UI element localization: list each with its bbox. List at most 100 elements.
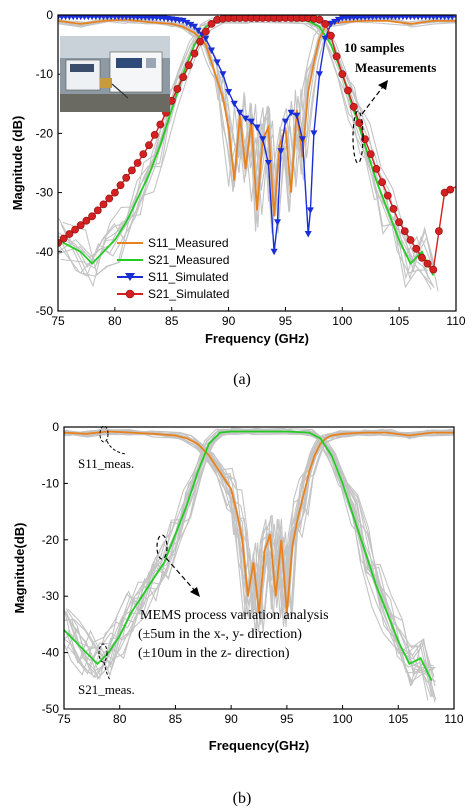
chart-a-ylabel: Magnitude (dB)	[10, 116, 25, 211]
data-point	[105, 194, 114, 203]
data-point	[108, 15, 114, 21]
data-point	[58, 15, 61, 21]
annotation-a-line2: Measurements	[355, 60, 436, 75]
x-tick-label: 100	[333, 712, 353, 726]
data-point	[426, 15, 433, 21]
data-point	[100, 15, 107, 21]
y-tick-label: 0	[46, 8, 53, 22]
data-point	[219, 71, 227, 78]
y-tick-label: -50	[42, 702, 60, 716]
data-point	[411, 15, 418, 21]
x-tick-label: 75	[51, 314, 65, 328]
data-point	[104, 15, 111, 21]
y-tick-label: -10	[36, 67, 54, 81]
data-point	[434, 227, 443, 235]
data-point	[115, 15, 122, 21]
y-tick-label: -30	[42, 589, 60, 603]
data-point	[373, 15, 380, 21]
chart-b-annotations: S11_meas. S21_meas. MEMS process variati…	[78, 425, 329, 697]
data-point	[89, 15, 95, 21]
data-point	[119, 15, 126, 21]
data-point	[422, 15, 429, 21]
measurement-setup-photo	[60, 36, 170, 112]
y-tick-label: -50	[36, 304, 54, 318]
data-point	[66, 15, 73, 21]
data-point	[259, 136, 267, 143]
data-point	[173, 85, 182, 93]
data-point	[335, 16, 342, 24]
annotation-s21-ellipse	[98, 643, 108, 663]
panel-label-a: (a)	[233, 371, 251, 388]
data-point	[122, 173, 131, 182]
data-point	[77, 15, 84, 21]
data-point	[392, 15, 399, 21]
data-point	[127, 166, 136, 175]
chart-a-series-layer	[58, 15, 456, 276]
data-point	[139, 150, 148, 158]
chart-a-legend: S11_Measured S21_Measured S11_Simulated …	[117, 236, 229, 301]
data-point	[145, 141, 153, 150]
chart-b-series-layer	[64, 430, 454, 682]
annotation-mems-xy: (±5um in the x-, y- direction)	[138, 627, 302, 642]
data-point	[264, 160, 272, 167]
data-point	[381, 15, 387, 21]
data-point	[247, 118, 255, 126]
data-point	[366, 150, 375, 158]
data-point	[377, 15, 384, 21]
legend-item-s21-simulated: S21_Simulated	[117, 287, 229, 301]
x-tick-label: 105	[388, 712, 408, 726]
variation-sample-trace	[64, 428, 432, 697]
data-point	[378, 178, 386, 187]
data-point	[242, 115, 250, 123]
chart-a-plot-frame	[57, 14, 457, 312]
data-point	[183, 19, 191, 27]
data-point	[321, 35, 329, 43]
data-point	[434, 15, 440, 21]
data-point	[82, 216, 91, 225]
svg-text:S11_Simulated: S11_Simulated	[148, 270, 229, 284]
chart-a-xticks: 75 80 85 90 95 100 105 110	[51, 307, 466, 328]
data-point	[406, 236, 415, 244]
series-s11-simulated	[58, 15, 456, 256]
data-point	[400, 227, 409, 235]
x-tick-label: 90	[222, 314, 236, 328]
data-point	[446, 185, 455, 194]
svg-text:S11_Measured: S11_Measured	[148, 236, 229, 250]
legend-item-s21-measured: S21_Measured	[117, 253, 229, 267]
svg-text:S21_Simulated: S21_Simulated	[148, 287, 229, 301]
data-point	[274, 219, 281, 226]
data-point	[415, 15, 421, 21]
annotation-a-ellipse	[352, 110, 364, 164]
data-point	[207, 19, 216, 28]
data-point	[338, 70, 347, 79]
x-tick-label: 80	[108, 314, 122, 328]
data-point	[70, 15, 77, 21]
chart-a-annotation: 10 samples Measurements	[344, 40, 436, 164]
x-tick-label: 110	[446, 314, 465, 328]
data-point	[277, 148, 285, 155]
legend-item-s11-measured: S11_Measured	[117, 236, 229, 250]
data-point	[99, 200, 108, 209]
data-point	[191, 23, 198, 31]
data-point	[299, 136, 306, 143]
svg-text:S21_Measured: S21_Measured	[148, 253, 229, 267]
data-point	[395, 218, 403, 227]
data-point	[449, 15, 456, 21]
chart-b-plot-frame	[63, 426, 455, 710]
chart-b: 75 80 85 90 95 100 105 110 0 -10 -20 -30 -40 -50 Fre…	[12, 420, 464, 807]
annotation-mems-ellipse	[156, 534, 168, 560]
data-point	[96, 15, 103, 21]
data-point	[270, 248, 278, 256]
data-point	[225, 89, 233, 96]
chart-b-xlabel: Frequency(GHz)	[209, 738, 309, 753]
data-point	[388, 15, 395, 21]
data-point	[179, 73, 187, 82]
data-point	[112, 15, 118, 21]
x-tick-label: 85	[165, 314, 179, 328]
data-point	[85, 15, 92, 21]
data-point	[76, 221, 85, 230]
chart-b-yticks: 0 -10 -20 -30 -40 -50	[42, 420, 68, 716]
data-point	[355, 119, 364, 127]
data-point	[179, 17, 187, 25]
data-point	[349, 102, 358, 111]
